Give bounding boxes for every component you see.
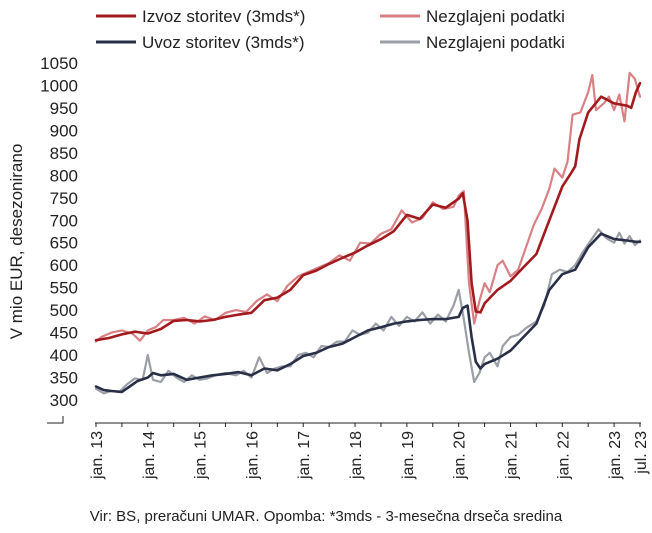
x-tick-label: jan. 20 [452,431,469,480]
y-axis: 300 350 400 450 500 550 600 650 700 750 800 850 900 9… [40,54,78,424]
y-tick-label: 650 [50,234,78,253]
y-tick-label: 1000 [40,76,78,95]
x-tick-label: jan. 18 [348,431,365,480]
x-tick-label: jan. 13 [89,431,106,480]
x-tick-label: jan. 21 [503,431,520,480]
axis-break-mark [47,416,64,424]
y-tick-label: 550 [50,279,78,298]
x-tick-label: jan. 22 [555,431,572,480]
series-line-2 [94,232,642,394]
legend-label: Nezglajeni podatki [426,33,565,52]
y-tick-label: 300 [50,391,78,410]
y-tick-label: 950 [50,99,78,118]
y-tick-label: 350 [50,369,78,388]
series-line-0 [94,81,642,342]
legend-label: Uvoz storitev (3mds*) [142,33,304,52]
y-tick-label: 850 [50,144,78,163]
source-note: Vir: BS, preračuni UMAR. Opomba: *3mds -… [89,508,563,525]
y-axis-label: V mio EUR, desezonirano [7,144,26,340]
y-tick-label: 1050 [40,54,78,73]
y-tick-label: 600 [50,256,78,275]
legend-label: Nezglajeni podatki [426,7,565,26]
x-tick-label: jan. 17 [296,431,313,480]
y-tick-label: 800 [50,166,78,185]
x-tick-label: jul. 23 [633,431,650,475]
legend: Izvoz storitev (3mds*) Nezglajeni podatki… [96,7,565,52]
x-tick-label: jan. 16 [244,431,261,480]
x-tick-label: jan. 19 [400,431,417,480]
x-axis: jan. 13 jan. 14 jan. 15 jan. 16 jan. 17 jan. … [89,422,650,480]
y-tick-label: 750 [50,189,78,208]
series-line-3 [94,228,642,395]
x-tick-label: jan. 14 [141,431,158,480]
series-lines [94,71,642,395]
y-tick-label: 700 [50,211,78,230]
y-tick-label: 500 [50,301,78,320]
x-tick-label: jan. 15 [193,431,210,480]
y-tick-label: 900 [50,121,78,140]
series-line-1 [94,71,642,343]
y-tick-label: 400 [50,346,78,365]
legend-label: Izvoz storitev (3mds*) [142,7,305,26]
y-tick-label: 450 [50,324,78,343]
x-tick-label: jan. 23 [607,431,624,480]
